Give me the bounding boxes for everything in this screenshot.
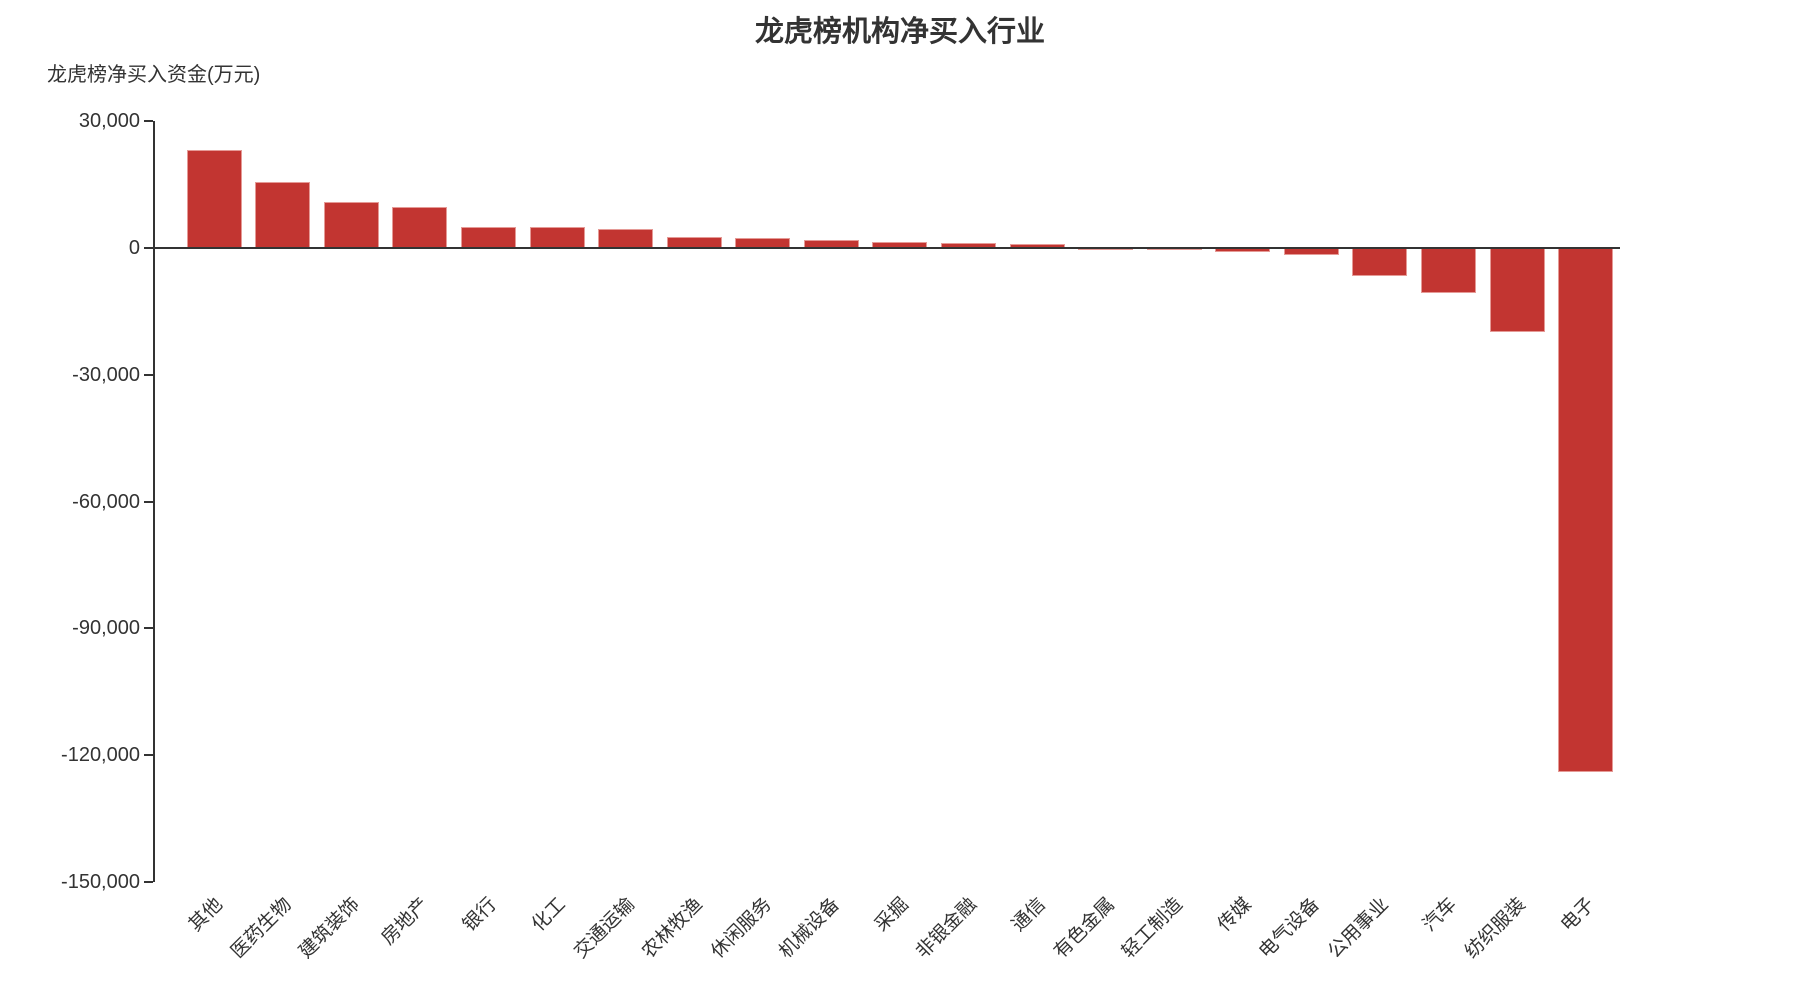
- x-tick-label: 纺织服装: [1461, 894, 1530, 963]
- x-tick-label: 交通运输: [569, 894, 639, 963]
- bar-汽车[interactable]: [1420, 248, 1476, 293]
- x-tick-label: 传媒: [1213, 894, 1256, 936]
- y-tick-label: -30,000: [72, 363, 140, 386]
- y-tick-mark: [143, 627, 153, 630]
- y-axis-title: 龙虎榜净买入资金(万元): [47, 64, 261, 86]
- x-tick-label: 电气设备: [1255, 894, 1325, 963]
- x-tick-label: 通信: [1008, 894, 1050, 936]
- x-tick-label: 非银金融: [912, 894, 982, 963]
- x-tick-label: 医药生物: [227, 894, 296, 963]
- x-tick-label: 房地产: [377, 894, 433, 950]
- bar-建筑装饰[interactable]: [323, 202, 379, 248]
- x-tick-label: 建筑装饰: [295, 894, 365, 963]
- x-tick-label: 休闲服务: [706, 894, 776, 963]
- bar-电子[interactable]: [1558, 248, 1614, 773]
- x-tick-label: 公用事业: [1324, 894, 1393, 963]
- bar-房地产[interactable]: [392, 207, 448, 248]
- bar-化工[interactable]: [529, 227, 585, 248]
- x-tick-label: 银行: [459, 894, 502, 936]
- y-tick-mark: [143, 120, 153, 123]
- y-tick-label: -60,000: [72, 490, 140, 513]
- x-tick-label: 电子: [1556, 894, 1599, 936]
- x-tick-label: 化工: [528, 894, 570, 936]
- y-tick-mark: [143, 754, 153, 757]
- y-tick-mark: [143, 881, 153, 883]
- y-tick-label: -90,000: [72, 617, 140, 640]
- bar-其他[interactable]: [186, 150, 242, 248]
- x-tick-label: 机械设备: [775, 894, 845, 963]
- bar-交通运输[interactable]: [598, 229, 654, 248]
- bar-银行[interactable]: [460, 226, 516, 248]
- y-tick-label: 30,000: [78, 110, 140, 133]
- x-tick-label: 轻工制造: [1118, 894, 1188, 963]
- y-tick-mark: [143, 500, 153, 503]
- y-axis-line: [152, 121, 155, 882]
- x-tick-label: 汽车: [1419, 894, 1462, 936]
- y-tick-label: -120,000: [61, 744, 140, 767]
- x-axis-line: [155, 246, 1620, 250]
- chart-title: 龙虎榜机构净买入行业: [754, 16, 1045, 48]
- bar-纺织服装[interactable]: [1489, 248, 1545, 333]
- bar-公用事业[interactable]: [1352, 248, 1408, 276]
- y-tick-label: -150,000: [61, 871, 140, 893]
- x-tick-label: 其他: [185, 894, 228, 936]
- x-tick-label: 采掘: [871, 894, 913, 936]
- x-tick-label: 有色金属: [1049, 894, 1119, 963]
- y-tick-mark: [143, 373, 153, 376]
- y-tick-mark: [143, 247, 153, 249]
- x-tick-label: 农林牧渔: [638, 894, 708, 963]
- bar-医药生物[interactable]: [255, 182, 311, 248]
- y-tick-label: 0: [128, 237, 140, 259]
